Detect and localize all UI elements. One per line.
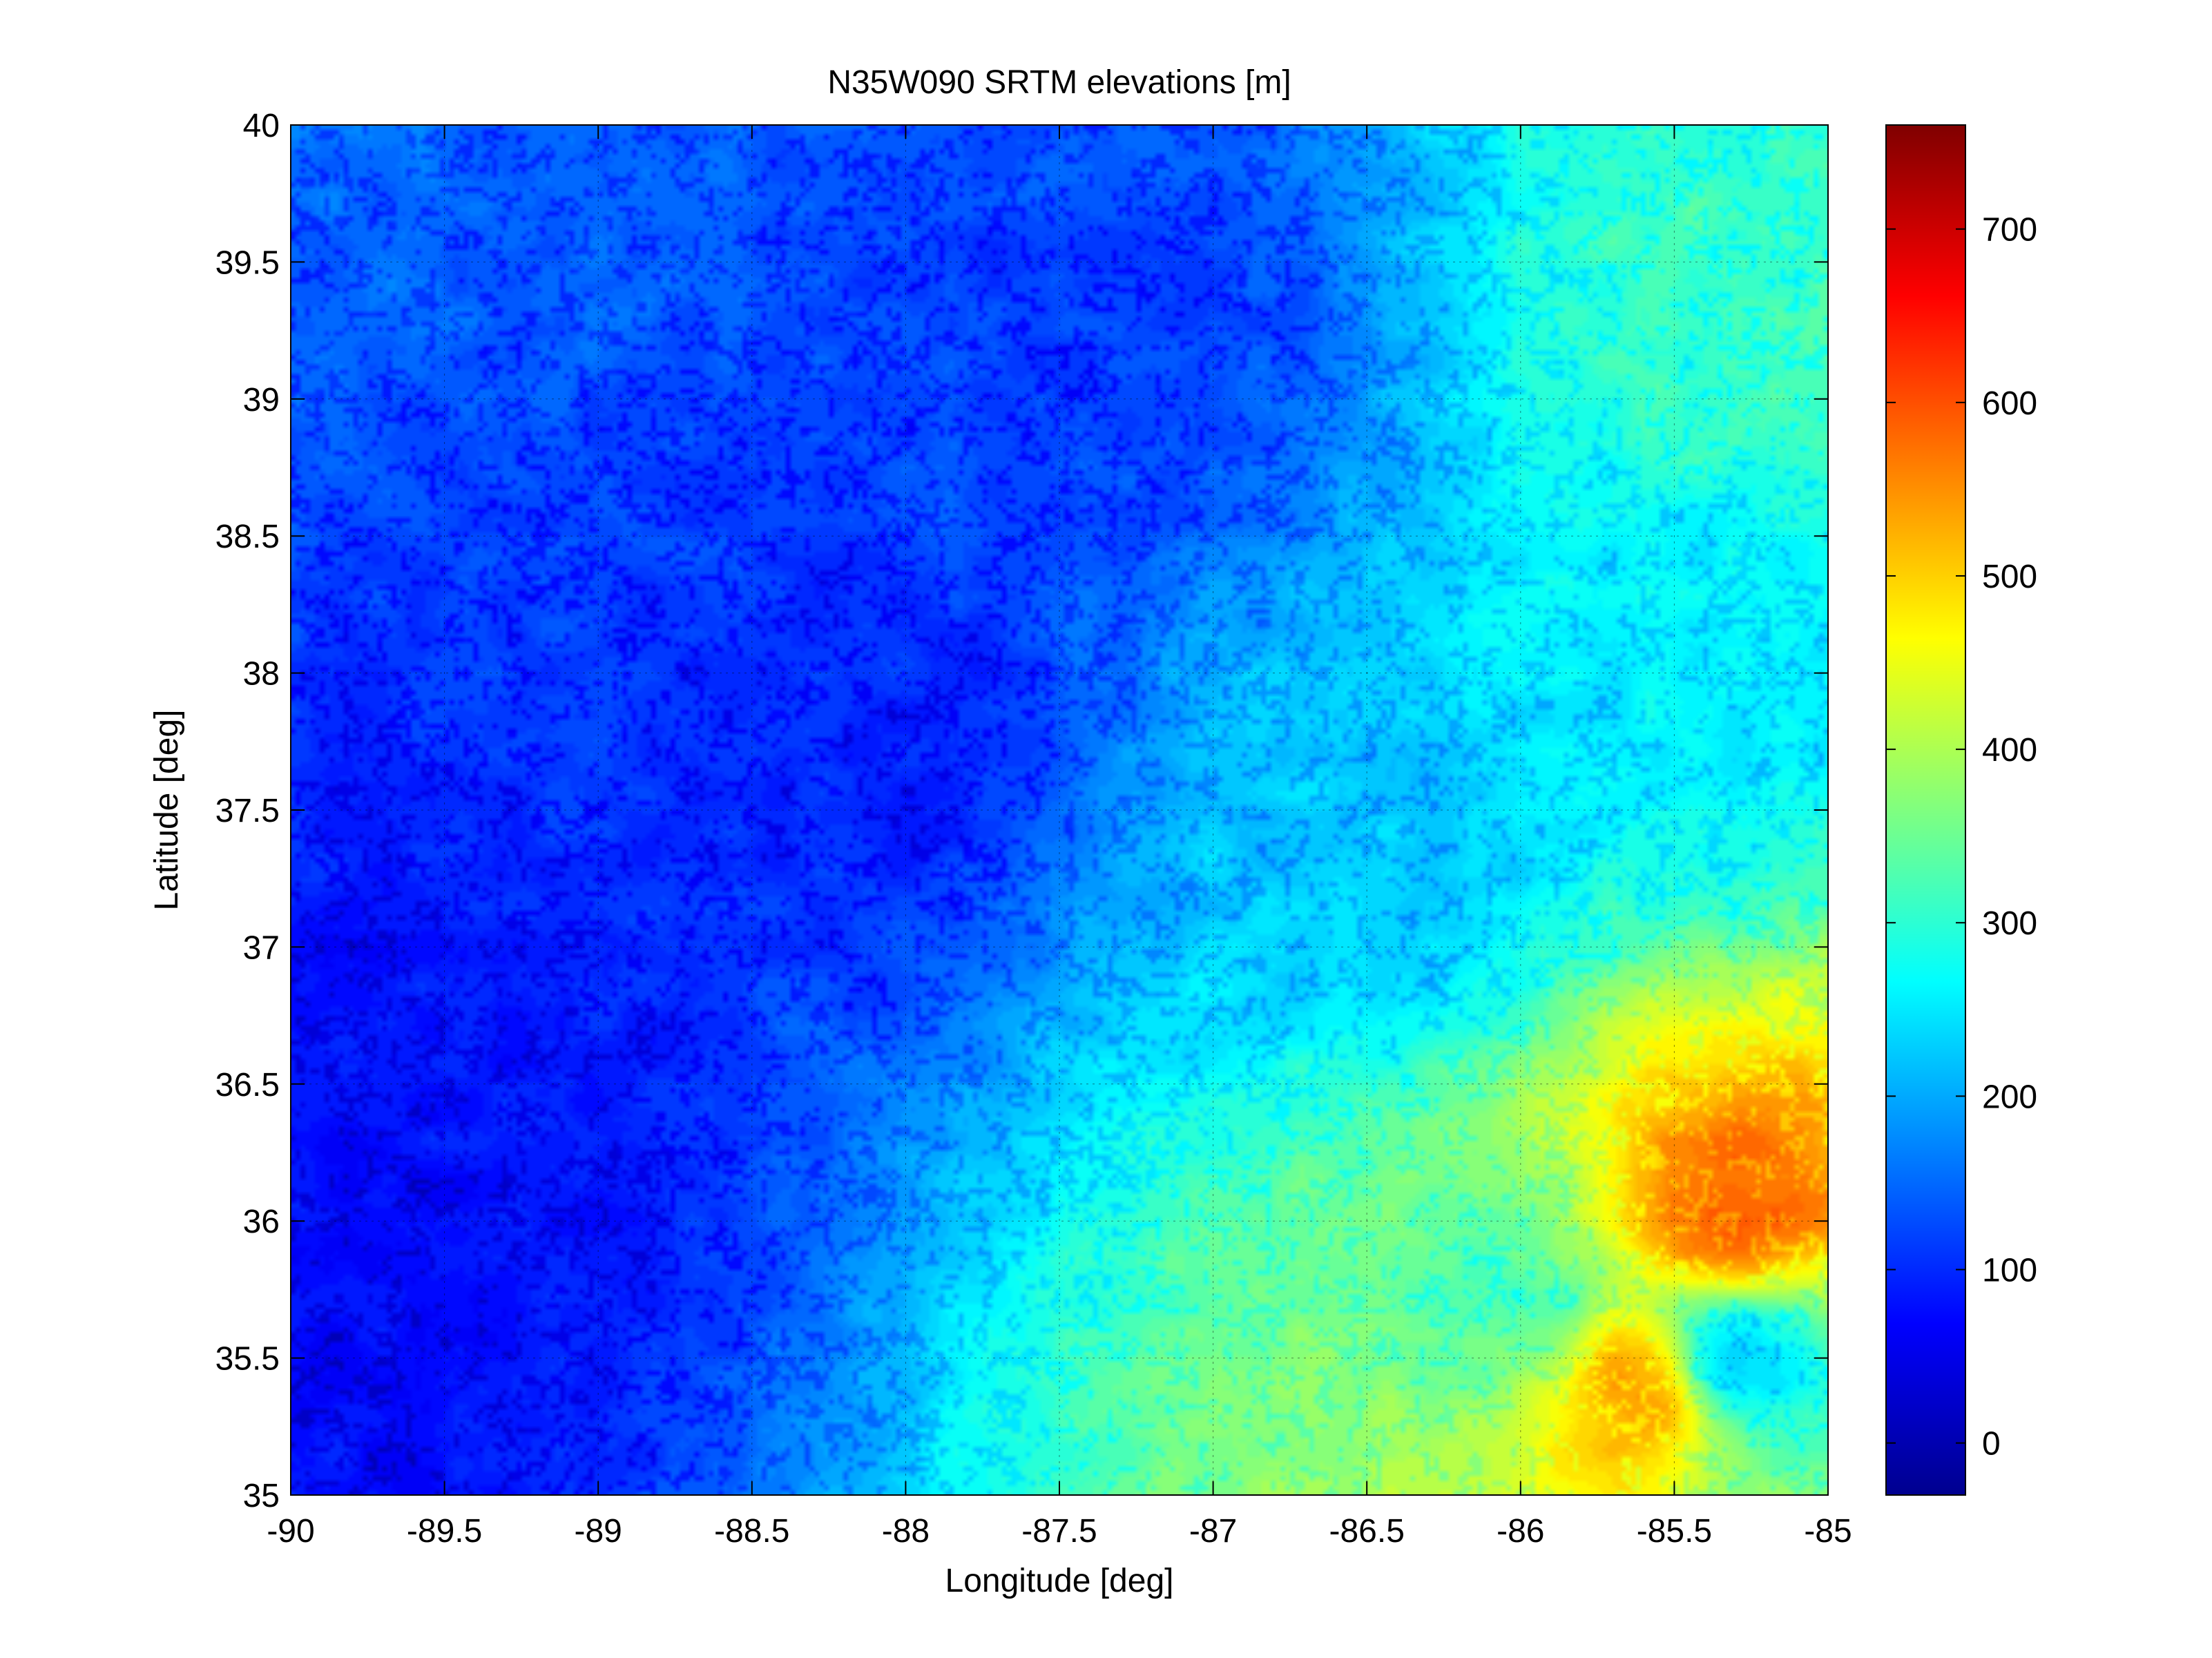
elevation-heatmap — [291, 125, 1828, 1495]
y-axis: 35 35.5 36 36.5 37 37.5 38 38.5 39 39.5 40 — [215, 108, 1828, 1514]
x-tick-label: -85 — [1804, 1513, 1852, 1550]
x-tick-label: -89 — [575, 1513, 622, 1550]
y-axis-label: Latitude [deg] — [148, 710, 185, 911]
colorbar-tick-label: 700 — [1982, 212, 2037, 249]
colorbar-tick-label: 200 — [1982, 1079, 2037, 1115]
colorbar-tick-label: 100 — [1982, 1253, 2037, 1289]
y-tick-label: 40 — [243, 108, 280, 144]
colorbar-tick-label: 600 — [1982, 385, 2037, 422]
x-tick-label: -88 — [882, 1513, 930, 1550]
x-axis: -90 -89.5 -89 -88.5 -88 -87.5 -87 -86.5 -86 -85.5… — [267, 125, 1852, 1550]
colorbar-tick-label: 500 — [1982, 559, 2037, 595]
x-tick-label: -89.5 — [407, 1513, 482, 1550]
y-tick-label: 38.5 — [215, 519, 280, 555]
x-axis-label: Longitude [deg] — [945, 1563, 1174, 1599]
colorbar-ticks: 0 100 200 300 400 500 600 700 — [1886, 212, 2037, 1463]
x-tick-label: -86.5 — [1329, 1513, 1404, 1550]
y-tick-label: 36.5 — [215, 1067, 280, 1103]
y-tick-label: 35.5 — [215, 1341, 280, 1378]
colorbar-tick-label: 300 — [1982, 905, 2037, 942]
y-tick-label: 37 — [243, 929, 280, 966]
colorbar-tick-label: 400 — [1982, 732, 2037, 769]
x-tick-label: -85.5 — [1637, 1513, 1712, 1550]
colorbar-gradient — [1885, 124, 1966, 1496]
grid-lines — [291, 125, 1828, 1495]
colorbar: 0 100 200 300 400 500 600 700 — [1885, 124, 2037, 1496]
y-tick-label: 39 — [243, 382, 280, 418]
y-tick-label: 36 — [243, 1204, 280, 1240]
x-tick-label: -90 — [267, 1513, 314, 1550]
colorbar-tick-label: 0 — [1982, 1426, 2001, 1463]
x-tick-label: -88.5 — [714, 1513, 789, 1550]
chart-title: N35W090 SRTM elevations [m] — [827, 64, 1291, 101]
y-tick-label: 35 — [243, 1478, 280, 1514]
x-tick-label: -87.5 — [1021, 1513, 1097, 1550]
x-tick-label: -86 — [1497, 1513, 1544, 1550]
y-tick-label: 38 — [243, 656, 280, 693]
y-tick-label: 37.5 — [215, 793, 280, 829]
plot-area: -90 -89.5 -89 -88.5 -88 -87.5 -87 -86.5 -86 -85.5… — [215, 108, 1852, 1550]
x-tick-label: -87 — [1189, 1513, 1237, 1550]
y-tick-label: 39.5 — [215, 244, 280, 281]
